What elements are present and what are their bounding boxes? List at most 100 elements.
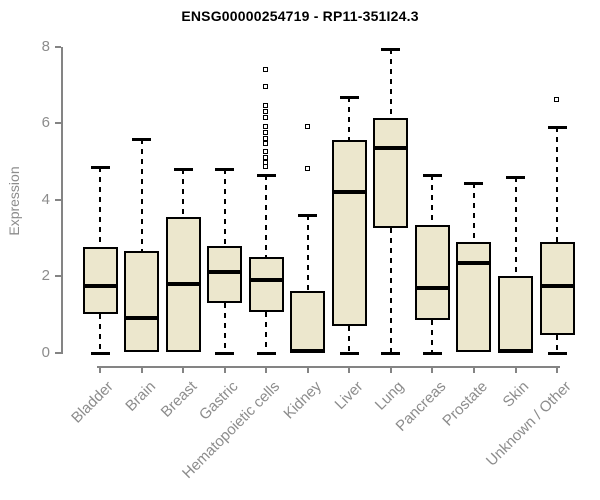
upper-whisker-cap-hematopoietic-cells — [256, 173, 276, 177]
median-line-breast — [165, 281, 201, 286]
lower-whisker-unknown-other — [556, 335, 559, 353]
upper-whisker-cap-breast — [173, 168, 193, 172]
x-category-label-breast: Breast — [157, 378, 201, 421]
outlier-point-hematopoietic-cells — [263, 148, 269, 154]
upper-whisker-cap-liver — [339, 95, 359, 99]
x-axis-tick — [348, 366, 351, 373]
outlier-point-kidney — [304, 124, 310, 130]
upper-whisker-cap-bladder — [90, 166, 110, 170]
box-pancreas — [414, 224, 450, 321]
lower-whisker-cap-lung — [381, 351, 401, 355]
upper-whisker-breast — [182, 169, 185, 217]
x-axis-tick — [556, 366, 559, 373]
box-unknown-other — [539, 241, 575, 336]
median-line-bladder — [82, 283, 118, 288]
median-line-gastric — [207, 270, 243, 275]
median-line-hematopoietic-cells — [248, 277, 284, 282]
lower-whisker-bladder — [99, 314, 101, 353]
x-category-label-lung: Lung — [372, 378, 408, 414]
upper-whisker-cap-gastric — [215, 168, 235, 172]
lower-whisker-pancreas — [431, 320, 434, 353]
outlier-point-hematopoietic-cells — [263, 84, 269, 89]
median-line-prostate — [456, 260, 492, 265]
x-axis-tick — [472, 366, 475, 373]
lower-whisker-cap-pancreas — [422, 351, 442, 355]
median-line-lung — [373, 146, 409, 151]
upper-whisker-lung — [389, 48, 392, 118]
outlier-point-hematopoietic-cells — [263, 141, 269, 147]
outlier-point-hematopoietic-cells — [263, 66, 269, 72]
x-axis-tick — [431, 366, 434, 373]
lower-whisker-cap-liver — [339, 351, 359, 355]
outlier-point-hematopoietic-cells — [263, 129, 269, 135]
box-skin — [498, 276, 533, 353]
x-axis-tick — [223, 366, 226, 373]
upper-whisker-pancreas — [431, 174, 434, 225]
x-category-label-brain: Brain — [121, 378, 159, 415]
x-axis-tick — [306, 366, 309, 373]
median-line-unknown-other — [539, 283, 575, 288]
outlier-point-hematopoietic-cells — [263, 135, 269, 141]
x-category-label-kidney: Kidney — [280, 378, 325, 423]
lower-whisker-gastric — [223, 302, 226, 353]
outlier-point-hematopoietic-cells — [263, 160, 269, 166]
upper-whisker-cap-kidney — [298, 213, 318, 217]
outlier-point-unknown-other — [554, 97, 560, 103]
box-bladder — [82, 247, 118, 315]
lower-whisker-cap-hematopoietic-cells — [256, 351, 276, 355]
lower-whisker-cap-bladder — [90, 351, 110, 355]
median-line-pancreas — [414, 285, 450, 290]
chart-title: ENSG00000254719 - RP11-351I24.3 — [181, 8, 419, 24]
y-axis-tick — [55, 122, 61, 125]
upper-whisker-cap-prostate — [464, 181, 484, 185]
upper-whisker-cap-lung — [381, 47, 401, 51]
x-axis-tick — [99, 366, 101, 373]
y-axis-tick — [55, 351, 61, 354]
median-line-skin — [498, 348, 533, 353]
upper-whisker-bladder — [99, 167, 101, 248]
median-line-liver — [331, 190, 367, 195]
x-axis-tick — [265, 366, 268, 373]
lower-whisker-hematopoietic-cells — [265, 312, 268, 353]
x-category-label-bladder: Bladder — [68, 378, 118, 427]
upper-whisker-kidney — [306, 214, 309, 292]
outlier-point-kidney — [304, 166, 310, 172]
upper-whisker-gastric — [223, 169, 226, 246]
y-axis-tick — [55, 198, 61, 201]
upper-whisker-cap-pancreas — [422, 173, 442, 177]
outlier-point-hematopoietic-cells — [263, 103, 269, 109]
median-line-kidney — [290, 348, 326, 353]
outlier-point-hematopoietic-cells — [263, 114, 269, 120]
y-tick-label: 8 — [41, 37, 50, 55]
x-category-label-liver: Liver — [331, 378, 367, 414]
x-category-label-skin: Skin — [499, 378, 533, 411]
box-prostate — [456, 241, 492, 353]
box-kidney — [290, 291, 326, 353]
x-axis-tick — [140, 366, 143, 373]
lower-whisker-cap-unknown-other — [547, 351, 567, 355]
upper-whisker-brain — [140, 138, 143, 252]
median-line-brain — [124, 316, 160, 321]
x-category-label-prostate: Prostate — [439, 378, 491, 430]
x-axis-line — [97, 366, 561, 368]
x-axis-tick — [182, 366, 185, 373]
upper-whisker-skin — [514, 176, 517, 277]
y-axis-tick — [55, 45, 61, 48]
box-liver — [331, 140, 367, 326]
y-tick-label: 0 — [41, 343, 50, 361]
upper-whisker-liver — [348, 96, 351, 141]
x-axis-tick — [514, 366, 517, 373]
lower-whisker-liver — [348, 325, 351, 353]
upper-whisker-hematopoietic-cells — [265, 174, 268, 257]
box-lung — [373, 117, 409, 229]
outlier-point-hematopoietic-cells — [263, 154, 269, 160]
box-brain — [124, 251, 160, 353]
upper-whisker-cap-skin — [506, 175, 525, 179]
y-axis-tick — [55, 275, 61, 278]
outlier-point-hematopoietic-cells — [263, 124, 269, 130]
y-axis-line — [61, 46, 63, 355]
box-hematopoietic-cells — [248, 257, 284, 313]
x-axis-tick — [389, 366, 392, 373]
